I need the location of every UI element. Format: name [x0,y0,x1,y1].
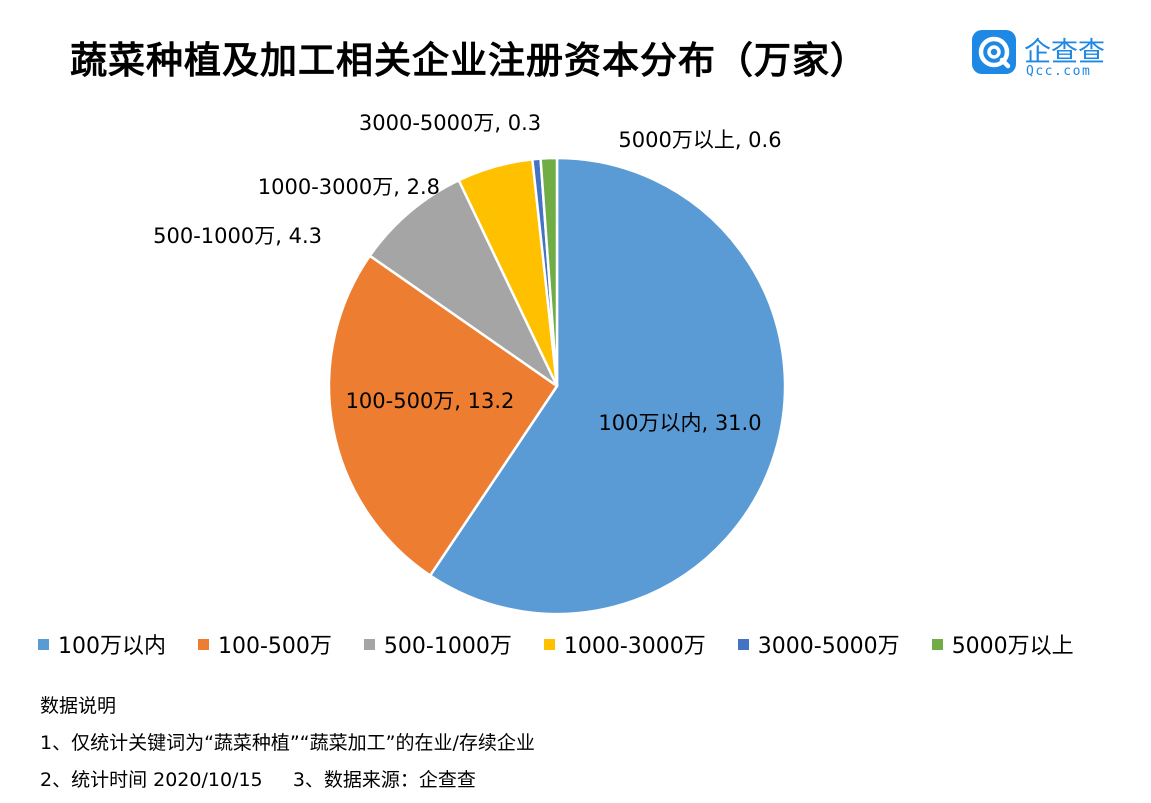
legend-swatch [737,638,749,650]
legend-swatch [543,638,555,650]
data-label: 1000-3000万, 2.8 [258,175,440,199]
chart-legend: 100万以内 100-500万 500-1000万 1000-3000万 300… [38,628,1106,660]
data-label: 100万以内, 31.0 [598,411,761,435]
legend-label: 1000-3000万 [563,634,706,659]
legend-label: 5000万以上 [951,634,1074,659]
data-label: 3000-5000万, 0.3 [359,111,541,135]
notes-heading: 数据说明 [40,695,117,717]
legend-item: 3000-5000万 [737,628,900,660]
legend-label: 100-500万 [218,634,332,659]
legend-label: 3000-5000万 [757,634,900,659]
note-line-1: 1、仅统计关键词为“蔬菜种植”“蔬菜加工”的在业/存续企业 [40,732,535,754]
legend-swatch [38,638,49,650]
legend-item: 100万以内 [38,628,166,660]
legend-label: 500-1000万 [383,634,512,659]
slice-5000w-over [539,156,559,388]
slice-100w-under [428,156,787,616]
slice-500-1000w [368,178,559,388]
pie-chart: 100万以内, 31.0 100-500万, 13.2 500-1000万, 4.3… [153,111,787,616]
legend-swatch [931,638,943,650]
legend-item: 5000万以上 [931,628,1074,660]
chart-title: 蔬菜种植及加工相关企业注册资本分布（万家） [70,39,868,82]
qcc-logo-name: 企查查 [1024,37,1105,68]
data-notes: 数据说明 1、仅统计关键词为“蔬菜种植”“蔬菜加工”的在业/存续企业 2、统计时… [40,688,535,799]
legend-label: 100万以内 [58,634,166,659]
slice-100-500w [327,254,559,577]
legend-item: 1000-3000万 [543,628,706,660]
legend-swatch [198,638,209,650]
legend-item: 100-500万 [198,628,332,660]
qcc-logo-icon [972,30,1016,74]
qcc-logo: 企查查 Qcc.com [972,30,1112,82]
legend-item: 500-1000万 [363,628,512,660]
data-label: 500-1000万, 4.3 [153,224,322,248]
legend-swatch [363,638,375,650]
qcc-logo-domain: Qcc.com [1026,64,1092,79]
note-line-2: 2、统计时间 2020/10/15 3、数据来源：企查查 [40,769,476,791]
data-label: 100-500万, 13.2 [346,389,515,413]
data-label: 5000万以上, 0.6 [618,128,781,152]
